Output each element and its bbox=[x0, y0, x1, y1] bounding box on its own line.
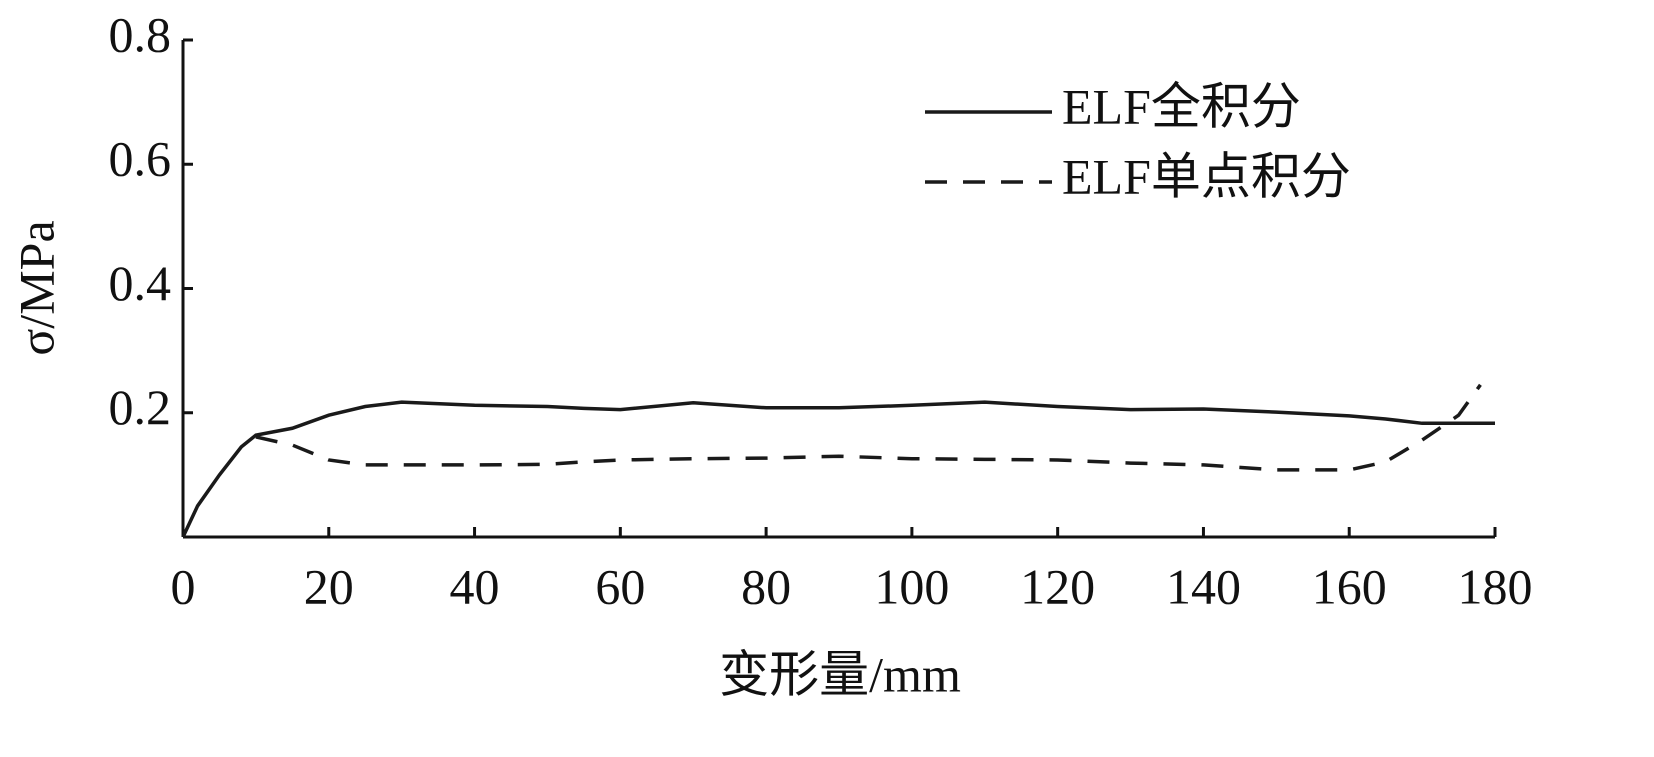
x-tick-label: 60 bbox=[595, 558, 645, 614]
legend-label: ELF单点积分 bbox=[1062, 148, 1351, 204]
y-axis-label: σ/MPa bbox=[8, 220, 64, 355]
x-tick-label: 20 bbox=[304, 558, 354, 614]
x-tick-label: 40 bbox=[450, 558, 500, 614]
x-tick-label: 80 bbox=[741, 558, 791, 614]
y-tick-label: 0.2 bbox=[109, 379, 172, 435]
x-axis-label: 变形量/mm bbox=[719, 646, 961, 702]
y-tick-label: 0.8 bbox=[109, 6, 172, 62]
x-tick-label: 140 bbox=[1166, 558, 1241, 614]
y-tick-label: 0.4 bbox=[109, 255, 172, 311]
x-tick-label: 160 bbox=[1312, 558, 1387, 614]
series-line bbox=[255, 383, 1482, 472]
x-tick-label: 0 bbox=[171, 558, 196, 614]
x-tick-label: 180 bbox=[1458, 558, 1533, 614]
x-tick-label: 100 bbox=[874, 558, 949, 614]
y-tick-label: 0.6 bbox=[109, 131, 172, 187]
x-tick-label: 120 bbox=[1020, 558, 1095, 614]
legend-label: ELF全积分 bbox=[1062, 78, 1301, 134]
series-line bbox=[181, 400, 1495, 538]
